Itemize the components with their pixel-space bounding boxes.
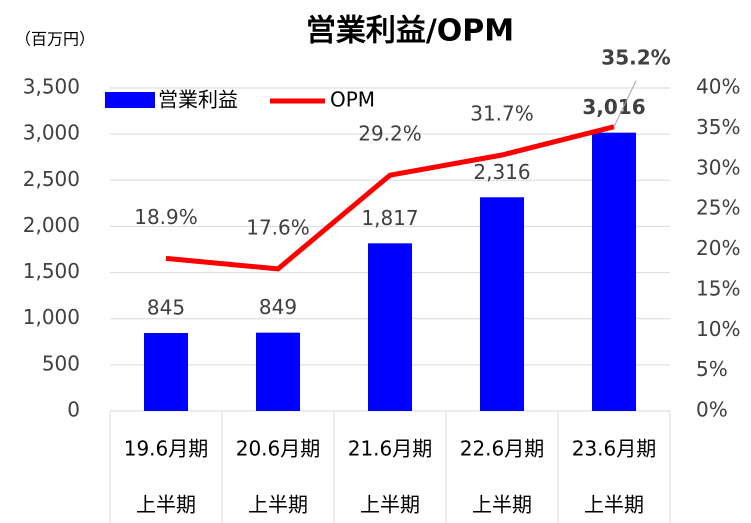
line-value-label: 35.2% bbox=[601, 45, 670, 69]
y2-tick-label: 15% bbox=[696, 276, 740, 300]
x-tick-label: 21.6月期 bbox=[348, 437, 433, 461]
line-value-label: 31.7% bbox=[470, 102, 534, 126]
line-value-label: 18.9% bbox=[134, 205, 198, 229]
y-tick-label: 1,500 bbox=[23, 259, 80, 283]
line bbox=[165, 124, 615, 272]
y2-tick-label: 10% bbox=[696, 317, 740, 341]
x-tick-label: 上半期 bbox=[248, 493, 308, 517]
x-tick-label: 20.6月期 bbox=[236, 437, 321, 461]
legend-label: 営業利益 bbox=[158, 88, 238, 112]
y2-tick-label: 40% bbox=[696, 75, 740, 99]
y-tick-label: 2,500 bbox=[23, 167, 80, 191]
x-tick-label: 上半期 bbox=[584, 493, 644, 517]
legend-swatch bbox=[105, 92, 155, 108]
y-tick-label: 500 bbox=[42, 351, 80, 375]
y2-tick-label: 5% bbox=[696, 357, 728, 381]
y-axis-label: （百万円） bbox=[15, 30, 95, 49]
bar bbox=[144, 333, 188, 411]
leader-line bbox=[613, 80, 637, 127]
line-value-label: 17.6% bbox=[246, 215, 310, 239]
bar bbox=[368, 243, 412, 411]
bar bbox=[480, 197, 524, 411]
x-tick-label: 19.6月期 bbox=[124, 437, 209, 461]
bar-value-label: 849 bbox=[259, 295, 297, 319]
chart-title: 営業利益/OPM bbox=[306, 14, 514, 49]
y2-tick-label: 0% bbox=[696, 398, 728, 422]
y-tick-label: 0 bbox=[67, 398, 80, 422]
bar bbox=[256, 332, 300, 411]
y-tick-label: 3,500 bbox=[23, 75, 80, 99]
y-tick-label: 1,000 bbox=[23, 305, 80, 329]
y2-tick-label: 20% bbox=[696, 236, 740, 260]
line-value-label: 29.2% bbox=[358, 122, 422, 146]
bar bbox=[592, 132, 636, 411]
bar-value-label: 845 bbox=[147, 296, 185, 320]
x-tick-label: 23.6月期 bbox=[572, 437, 657, 461]
y-tick-label: 3,000 bbox=[23, 121, 80, 145]
x-tick-label: 上半期 bbox=[472, 493, 532, 517]
bar-value-label: 2,316 bbox=[473, 160, 530, 184]
x-tick-label: 上半期 bbox=[136, 493, 196, 517]
bar-value-label: 1,817 bbox=[361, 206, 418, 230]
y2-tick-label: 30% bbox=[696, 155, 740, 179]
y2-tick-label: 25% bbox=[696, 196, 740, 220]
legend-label: OPM bbox=[330, 88, 375, 112]
bar-value-label: 3,016 bbox=[582, 95, 645, 119]
x-tick-label: 22.6月期 bbox=[460, 437, 545, 461]
y2-tick-label: 35% bbox=[696, 115, 740, 139]
x-tick-label: 上半期 bbox=[360, 493, 420, 517]
y-tick-label: 2,000 bbox=[23, 213, 80, 237]
